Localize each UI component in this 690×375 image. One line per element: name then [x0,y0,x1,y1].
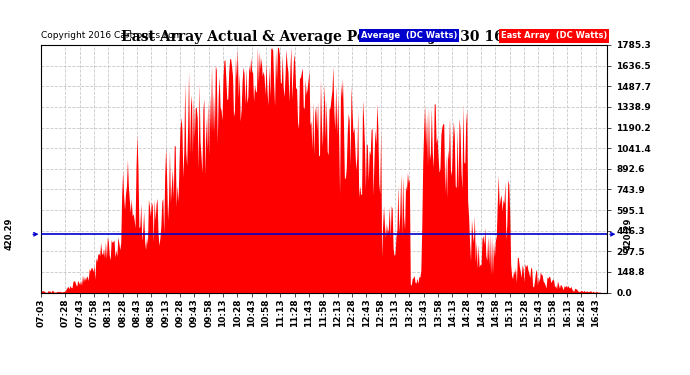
Title: East Array Actual & Average Power Sat Jan 30 16:55: East Array Actual & Average Power Sat Ja… [121,30,528,44]
Text: Average  (DC Watts): Average (DC Watts) [361,31,457,40]
Text: East Array  (DC Watts): East Array (DC Watts) [501,31,607,40]
Text: Copyright 2016 Cartronics.com: Copyright 2016 Cartronics.com [41,31,183,40]
Text: East Array  (DC Watts): East Array (DC Watts) [501,32,607,41]
Text: 420.29: 420.29 [5,218,14,250]
Text: 420.29: 420.29 [624,218,633,250]
